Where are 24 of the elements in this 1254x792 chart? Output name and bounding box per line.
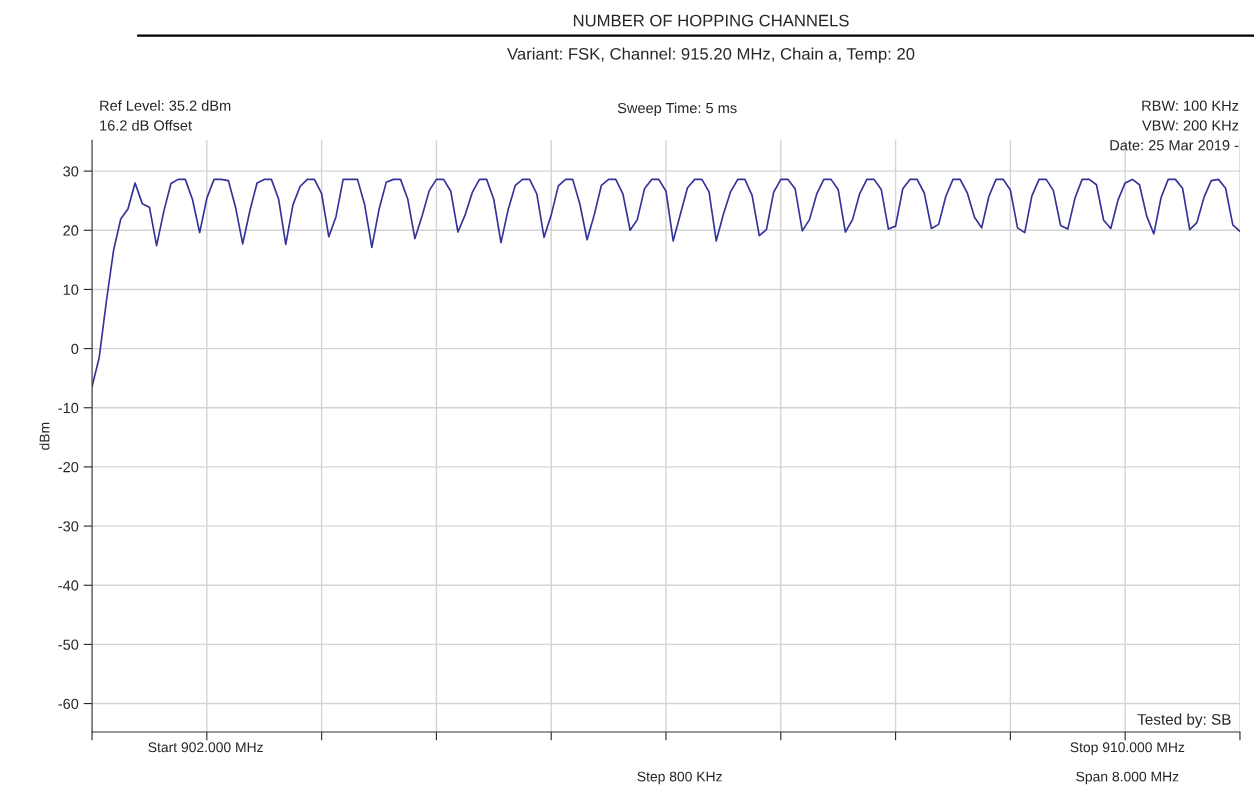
y-tick-label: 20 [63,225,79,236]
text: 16.2 dB Offset [100,119,192,131]
y-axis-title: dBm [39,422,50,450]
y-tick-label: -30 [58,521,79,532]
text: Stop 910.000 MHz [1070,742,1185,755]
text: VBW: 200 KHz [1142,120,1239,131]
y-tick-label: 10 [63,284,79,295]
chart-title: NUMBER OF HOPPING CHANNELS [573,14,849,27]
y-tick-label: 30 [63,166,79,177]
chart-subtitle: Variant: FSK, Channel: 915.20 MHz, Chain a, Temp: 20 [507,47,915,64]
y-tick-label: -60 [58,698,79,709]
text: RBW: 100 KHz [1142,100,1239,111]
text: Span 8.000 MHz [1076,771,1179,785]
y-tick-label: -50 [58,639,79,650]
annotation: Tested by: SB [1137,713,1231,728]
y-tick-label: 0 [71,343,79,355]
text: Sweep Time: 5 ms [617,102,737,117]
text: Step 800 KHz [637,771,722,785]
annotation: Date: 25 Mar 2019 - [1110,140,1239,151]
text: Ref Level: 35.2 dBm [100,100,231,111]
y-tick-label: -10 [58,402,79,414]
y-tick-label: -20 [58,462,79,473]
y-tick-label: -40 [58,580,79,591]
text: Start 902.000 MHz [148,742,263,753]
